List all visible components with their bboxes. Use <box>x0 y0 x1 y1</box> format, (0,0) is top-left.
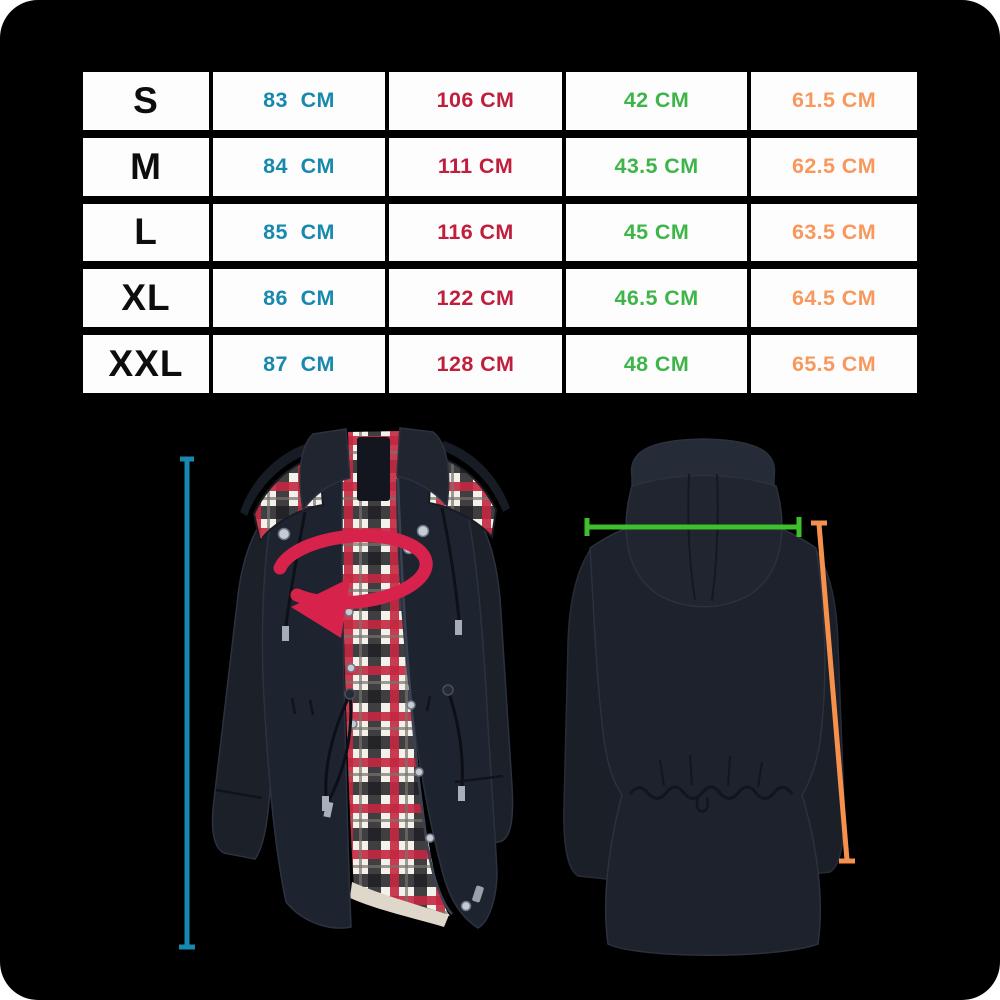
cord-tip <box>458 786 465 801</box>
plaid-lining <box>342 464 450 916</box>
hanger-tab <box>357 437 390 501</box>
collar <box>396 427 450 508</box>
sleeve-measure-line <box>811 520 855 864</box>
size-cell: M <box>83 137 209 196</box>
measure-cell: 111 CM <box>389 137 562 196</box>
rotate-arrow-icon <box>273 529 433 638</box>
cord-loop <box>695 797 710 813</box>
measure-cell: 43.5 CM <box>566 137 747 196</box>
back-jacket-view <box>563 438 845 956</box>
size-chart-table: S 83 CM 106 CM 42 CM 61.5 CM M 84 CM 111… <box>83 72 917 393</box>
measure-cell: 83 CM <box>213 72 385 130</box>
seams <box>215 695 504 800</box>
hood-back <box>625 474 783 608</box>
measure-cell: 116 CM <box>389 203 562 262</box>
waist-drawcords <box>324 689 464 803</box>
measure-cell: 84 CM <box>213 137 385 196</box>
length-measure-line <box>179 456 195 950</box>
hood-drawcords <box>284 507 461 627</box>
cord-tip <box>323 801 334 818</box>
measure-cell: 106 CM <box>389 72 562 130</box>
measure-cell: 42 CM <box>566 72 747 130</box>
waist-creases <box>659 754 763 788</box>
cord-tip <box>282 626 289 641</box>
size-cell: XL <box>83 269 209 328</box>
measure-cell: 64.5 CM <box>751 269 917 328</box>
hood-edge <box>438 441 510 512</box>
size-cell: XXL <box>83 335 209 393</box>
front-jacket-view <box>211 427 514 929</box>
zipper-pull <box>472 885 484 903</box>
measure-cell: 86 CM <box>213 269 385 328</box>
measure-cell: 46.5 CM <box>566 269 747 328</box>
measure-cell: 61.5 CM <box>751 72 917 130</box>
measure-cell: 62.5 CM <box>751 137 917 196</box>
cord-toggle <box>344 688 356 700</box>
measure-cell: 85 CM <box>213 203 385 262</box>
size-cell: L <box>83 203 209 262</box>
measure-cell: 87 CM <box>213 335 385 393</box>
cord-tip <box>322 796 329 811</box>
measure-cell: 128 CM <box>389 335 562 393</box>
hood-seams <box>687 473 719 602</box>
shoulder-measure-line <box>584 517 802 537</box>
measure-cell: 63.5 CM <box>751 203 917 262</box>
measure-cell: 45 CM <box>566 203 747 262</box>
cord-tip <box>455 620 462 635</box>
measure-cell: 122 CM <box>389 269 562 328</box>
measure-cell: 65.5 CM <box>751 335 917 393</box>
measure-cell: 48 CM <box>566 335 747 393</box>
lining-hem-tape <box>350 882 449 927</box>
size-cell: S <box>83 72 209 130</box>
waist-gathers <box>628 785 794 800</box>
cord-toggle <box>442 684 454 696</box>
collar <box>299 428 351 512</box>
